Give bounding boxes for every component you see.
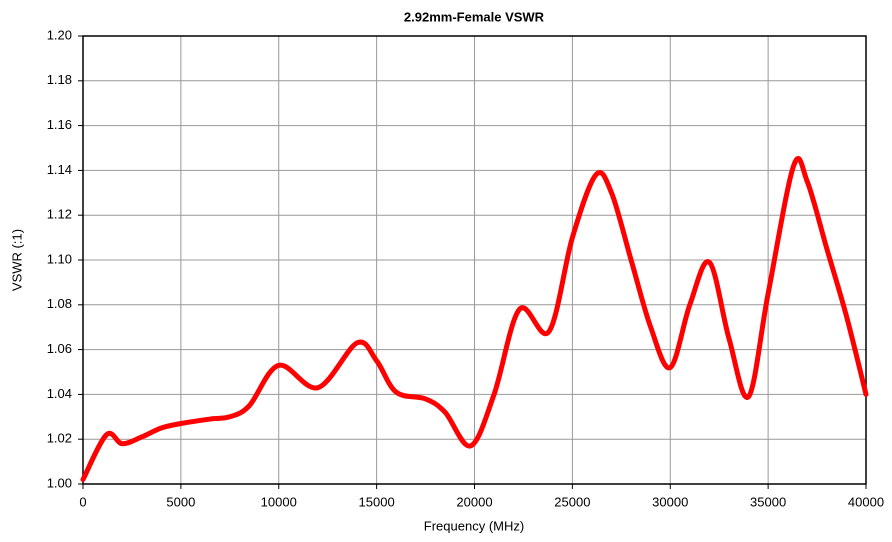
x-tick-label: 15000 bbox=[359, 494, 395, 509]
x-tick-label: 30000 bbox=[652, 494, 688, 509]
y-tick-label: 1.18 bbox=[47, 72, 72, 87]
y-tick-label: 1.06 bbox=[47, 341, 72, 356]
y-tick-label: 1.04 bbox=[47, 386, 72, 401]
x-axis-label: Frequency (MHz) bbox=[424, 518, 524, 533]
y-axis-label: VSWR (:1) bbox=[9, 229, 24, 291]
x-tick-label: 20000 bbox=[456, 494, 492, 509]
y-tick-label: 1.14 bbox=[47, 162, 72, 177]
chart-title: 2.92mm-Female VSWR bbox=[404, 9, 545, 24]
y-tick-label: 1.10 bbox=[47, 251, 72, 266]
x-tick-label: 5000 bbox=[166, 494, 195, 509]
y-tick-label: 1.16 bbox=[47, 117, 72, 132]
x-tick-label: 35000 bbox=[750, 494, 786, 509]
data-line bbox=[80, 156, 869, 483]
y-tick-label: 1.08 bbox=[47, 296, 72, 311]
plot-border bbox=[82, 35, 867, 485]
x-tick-label: 40000 bbox=[848, 494, 884, 509]
y-tick-label: 1.02 bbox=[47, 431, 72, 446]
x-tick-label: 10000 bbox=[261, 494, 297, 509]
y-tick-label: 1.12 bbox=[47, 207, 72, 222]
y-tick-label: 1.20 bbox=[47, 27, 72, 42]
y-tick-label: 1.00 bbox=[47, 475, 72, 490]
x-tick-label: 25000 bbox=[554, 494, 590, 509]
x-tick-label: 0 bbox=[79, 494, 86, 509]
